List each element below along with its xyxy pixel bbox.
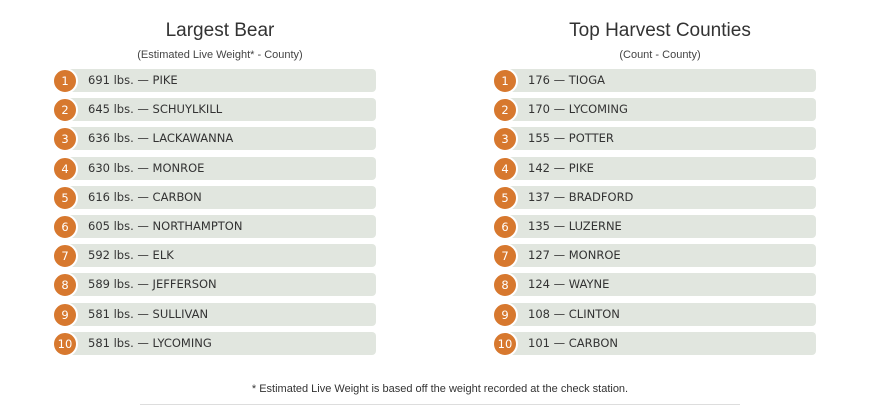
list-item: 9 581 lbs. — SULLIVAN [52, 301, 376, 328]
list-item: 10 101 — CARBON [492, 330, 816, 357]
item-bar [60, 215, 376, 238]
rank-badge: 3 [52, 126, 78, 153]
item-bar [500, 302, 816, 326]
item-bar [500, 127, 816, 151]
item-text: 127 — MONROE [528, 248, 621, 263]
list-item: 3 636 lbs. — LACKAWANNA [52, 126, 376, 153]
item-bar [500, 185, 816, 209]
list-item: 4 630 lbs. — MONROE [52, 155, 376, 182]
rank-badge: 2 [52, 97, 78, 124]
item-text: 616 lbs. — CARBON [88, 189, 202, 204]
item-bar [60, 331, 376, 355]
list-item: 2 170 — LYCOMING [492, 97, 816, 124]
list-item: 6 605 lbs. — NORTHAMPTON [52, 214, 376, 240]
rank-badge: 2 [492, 97, 518, 124]
item-bar [60, 156, 376, 180]
list-item: 5 137 — BRADFORD [492, 184, 816, 211]
list-item: 4 142 — PIKE [492, 155, 816, 182]
rank-badge: 8 [52, 272, 78, 299]
footnote: * Estimated Live Weight is based off the… [251, 383, 629, 395]
item-text: 101 — CARBON [528, 335, 618, 350]
list-item: 8 124 — WAYNE [492, 272, 816, 299]
list-item: 2 645 lbs. — SCHUYLKILL [52, 97, 376, 124]
item-text: 605 lbs. — NORTHAMPTON [88, 219, 243, 233]
rank-badge: 4 [52, 155, 78, 182]
item-bar [500, 156, 816, 180]
divider [140, 404, 740, 405]
section-subtitle: (Estimated Live Weight* - County) [137, 49, 303, 61]
item-text: 589 lbs. — JEFFERSON [88, 277, 217, 292]
item-text: 176 — TIOGA [528, 73, 606, 87]
item-bar [500, 98, 816, 122]
rank-badge: 1 [492, 68, 518, 94]
list-item: 6 135 — LUZERNE [492, 214, 816, 240]
item-text: 581 lbs. — LYCOMING [88, 335, 212, 350]
rank-badge: 5 [492, 184, 518, 211]
section-subtitle: (Count - County) [619, 49, 701, 61]
section-title: Top Harvest Counties [569, 20, 751, 41]
item-bar [60, 69, 376, 92]
rank-badge: 7 [52, 243, 78, 270]
item-text: 170 — LYCOMING [528, 102, 628, 117]
item-bar [60, 244, 376, 268]
item-text: 135 — LUZERNE [528, 219, 622, 233]
rank-badge: 10 [492, 330, 518, 357]
rank-badge: 3 [492, 126, 518, 153]
rank-badge: 5 [52, 184, 78, 211]
item-text: 581 lbs. — SULLIVAN [88, 306, 209, 321]
list-item: 1 176 — TIOGA [492, 68, 816, 94]
item-bar [500, 69, 816, 92]
rank-badge: 9 [492, 301, 518, 328]
list-item: 3 155 — POTTER [492, 126, 816, 153]
item-bar [500, 215, 816, 238]
item-text: 137 — BRADFORD [528, 189, 634, 204]
rank-badge: 7 [492, 243, 518, 270]
item-bar [60, 127, 376, 151]
item-text: 124 — WAYNE [528, 277, 610, 292]
item-bar [500, 244, 816, 268]
item-bar [60, 185, 376, 209]
list-item: 1 691 lbs. — PIKE [52, 68, 376, 94]
rank-badge: 8 [492, 272, 518, 299]
item-text: 645 lbs. — SCHUYLKILL [88, 102, 223, 117]
rank-badge: 6 [52, 214, 78, 240]
item-text: 691 lbs. — PIKE [88, 73, 178, 87]
section-title: Largest Bear [165, 20, 275, 41]
item-bar [60, 98, 376, 122]
rank-badge: 1 [52, 68, 78, 94]
item-text: 142 — PIKE [528, 160, 594, 175]
rank-badge: 6 [492, 214, 518, 240]
item-bar [60, 273, 376, 297]
list-item: 7 592 lbs. — ELK [52, 243, 376, 270]
rank-badge: 10 [52, 330, 78, 357]
list-item: 7 127 — MONROE [492, 243, 816, 270]
item-text: 108 — CLINTON [528, 306, 620, 321]
item-text: 630 lbs. — MONROE [88, 160, 205, 175]
list-item: 9 108 — CLINTON [492, 301, 816, 328]
item-text: 155 — POTTER [528, 131, 614, 146]
item-bar [500, 331, 816, 355]
list-item: 8 589 lbs. — JEFFERSON [52, 272, 376, 299]
item-bar [60, 302, 376, 326]
item-text: 592 lbs. — ELK [88, 248, 174, 263]
rank-badge: 4 [492, 155, 518, 182]
rank-badge: 9 [52, 301, 78, 328]
item-text: 636 lbs. — LACKAWANNA [88, 131, 234, 146]
list-item: 10 581 lbs. — LYCOMING [52, 330, 376, 357]
list-item: 5 616 lbs. — CARBON [52, 184, 376, 211]
item-bar [500, 273, 816, 297]
